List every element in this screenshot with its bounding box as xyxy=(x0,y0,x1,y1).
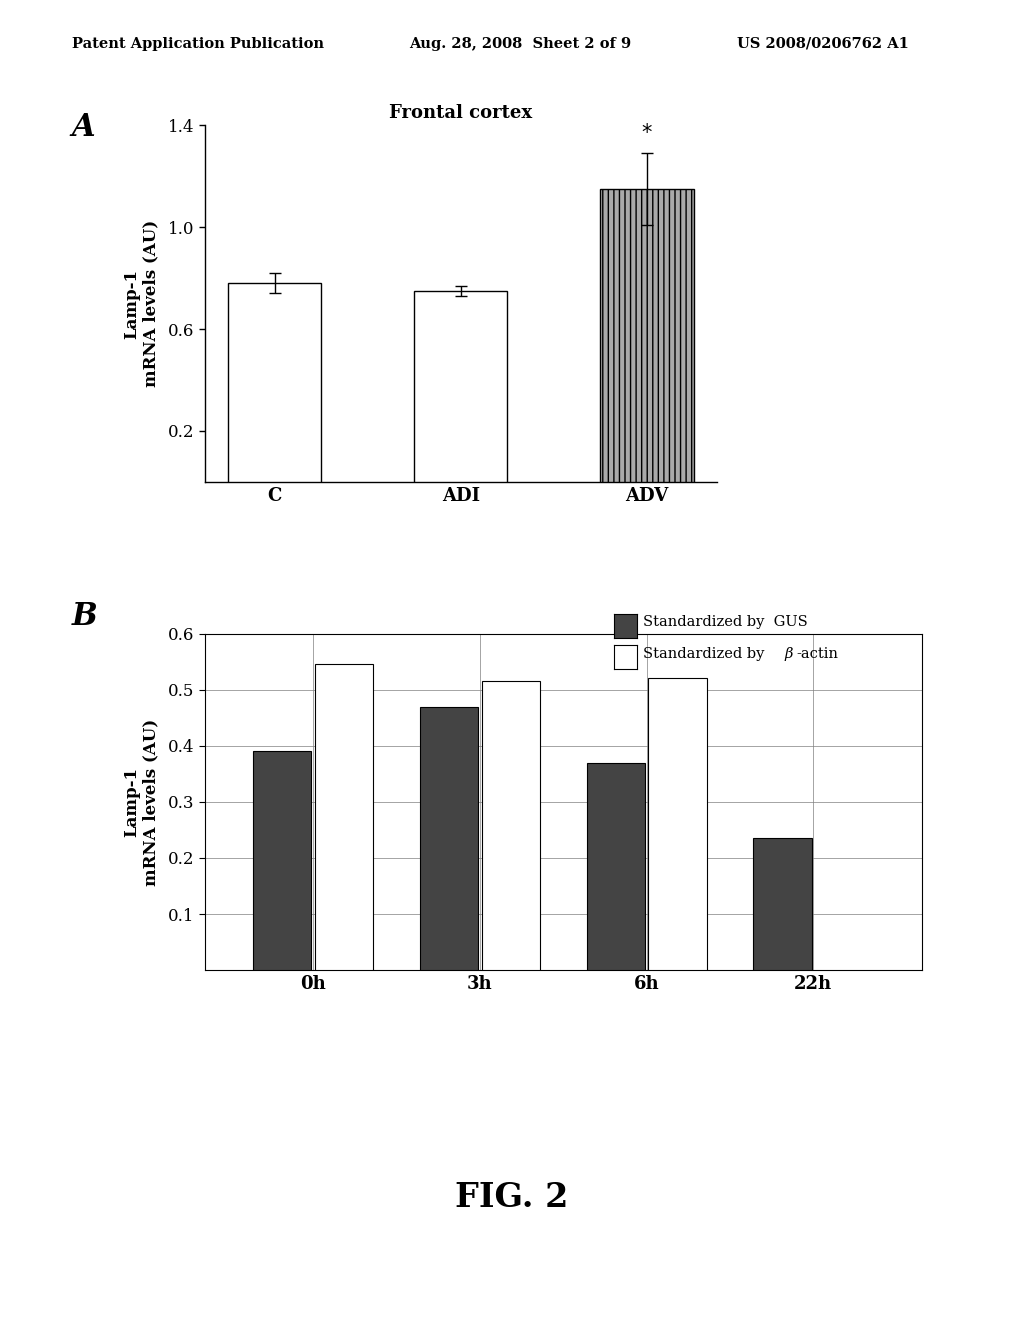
Bar xyxy=(754,838,812,970)
Bar xyxy=(420,706,478,970)
Y-axis label: Lamp-1
mRNA levels (AU): Lamp-1 mRNA levels (AU) xyxy=(123,718,160,886)
Y-axis label: Lamp-1
mRNA levels (AU): Lamp-1 mRNA levels (AU) xyxy=(123,220,160,387)
Text: Aug. 28, 2008  Sheet 2 of 9: Aug. 28, 2008 Sheet 2 of 9 xyxy=(410,37,632,51)
Bar xyxy=(415,290,507,482)
Text: *: * xyxy=(642,123,652,143)
Bar xyxy=(600,189,693,482)
Title: Frontal cortex: Frontal cortex xyxy=(389,104,532,123)
Text: A: A xyxy=(72,112,95,143)
Text: B: B xyxy=(72,601,97,631)
Bar xyxy=(228,284,322,482)
Text: -actin: -actin xyxy=(797,647,839,661)
Text: β: β xyxy=(784,647,793,661)
Bar xyxy=(314,664,373,970)
Bar xyxy=(587,763,645,970)
Text: FIG. 2: FIG. 2 xyxy=(456,1181,568,1214)
Text: US 2008/0206762 A1: US 2008/0206762 A1 xyxy=(737,37,909,51)
Bar xyxy=(481,681,540,970)
Text: Patent Application Publication: Patent Application Publication xyxy=(72,37,324,51)
Bar xyxy=(253,751,311,970)
Text: Standardized by: Standardized by xyxy=(643,647,774,661)
Text: Standardized by  GUS: Standardized by GUS xyxy=(643,615,808,630)
Bar xyxy=(648,678,707,970)
